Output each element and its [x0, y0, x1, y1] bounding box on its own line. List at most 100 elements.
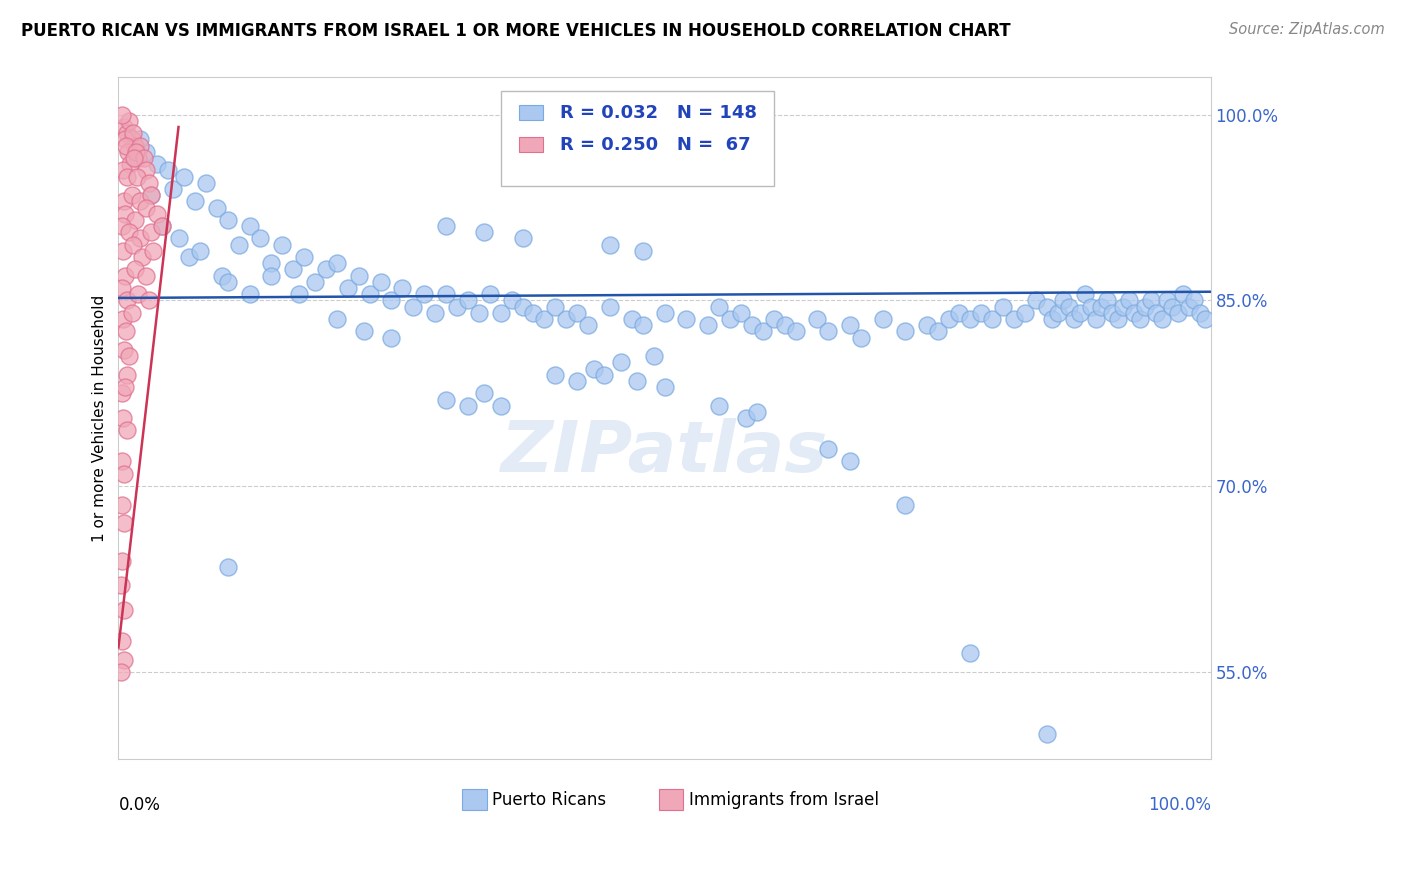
Point [173, 169, 195, 184]
Point [129, 132, 152, 146]
Point [959, 647, 981, 661]
Point [1178, 300, 1201, 314]
Text: 100.0%: 100.0% [1147, 797, 1211, 814]
Point [522, 306, 544, 320]
Point [1014, 306, 1036, 320]
FancyBboxPatch shape [659, 789, 683, 810]
Point [121, 237, 143, 252]
Point [141, 188, 163, 202]
Point [915, 318, 938, 333]
Point [150, 219, 173, 233]
Point [145, 157, 167, 171]
Point [112, 467, 135, 481]
Point [304, 275, 326, 289]
Point [1046, 306, 1069, 320]
Point [380, 293, 402, 308]
Point [124, 138, 146, 153]
Point [336, 281, 359, 295]
Point [150, 219, 173, 233]
Point [114, 132, 136, 146]
Point [217, 213, 239, 227]
Point [981, 312, 1004, 326]
FancyBboxPatch shape [463, 789, 486, 810]
Point [122, 151, 145, 165]
Point [111, 553, 134, 567]
FancyBboxPatch shape [519, 137, 543, 153]
Point [512, 231, 534, 245]
Point [1129, 312, 1152, 326]
Point [544, 368, 567, 382]
Point [773, 318, 796, 333]
Point [1133, 300, 1156, 314]
Point [111, 219, 134, 233]
Point [1040, 312, 1063, 326]
Point [111, 411, 134, 425]
Point [112, 603, 135, 617]
Point [111, 163, 134, 178]
Point [115, 293, 138, 308]
Point [111, 634, 134, 648]
Point [132, 151, 155, 165]
Point [593, 368, 616, 382]
Point [238, 287, 260, 301]
Point [567, 374, 589, 388]
Point [675, 312, 697, 326]
Point [1194, 312, 1216, 326]
Point [111, 454, 134, 468]
Point [599, 237, 621, 252]
Point [141, 225, 163, 239]
Point [457, 399, 479, 413]
Text: ZIPatlas: ZIPatlas [501, 417, 828, 487]
Point [129, 194, 152, 209]
Point [167, 231, 190, 245]
Point [582, 361, 605, 376]
Point [817, 325, 839, 339]
Point [1025, 293, 1047, 308]
Point [489, 399, 512, 413]
Point [238, 219, 260, 233]
Point [533, 312, 555, 326]
Point [1173, 287, 1195, 301]
Text: Source: ZipAtlas.com: Source: ZipAtlas.com [1229, 22, 1385, 37]
Text: PUERTO RICAN VS IMMIGRANTS FROM ISRAEL 1 OR MORE VEHICLES IN HOUSEHOLD CORRELATI: PUERTO RICAN VS IMMIGRANTS FROM ISRAEL 1… [21, 22, 1011, 40]
Point [959, 312, 981, 326]
Point [115, 126, 138, 140]
Point [1150, 312, 1173, 326]
Point [1107, 312, 1129, 326]
FancyBboxPatch shape [519, 105, 543, 120]
Point [457, 293, 479, 308]
Point [1052, 293, 1074, 308]
Point [115, 138, 138, 153]
Point [217, 275, 239, 289]
Point [127, 287, 149, 301]
Point [326, 312, 349, 326]
Point [631, 318, 654, 333]
Point [626, 374, 648, 388]
Point [707, 399, 730, 413]
Point [135, 201, 157, 215]
Point [762, 312, 785, 326]
Point [747, 405, 769, 419]
Point [347, 268, 370, 283]
Point [145, 207, 167, 221]
Point [142, 244, 165, 258]
Point [125, 169, 148, 184]
Point [894, 498, 917, 512]
Point [114, 207, 136, 221]
Point [205, 201, 228, 215]
Point [1090, 300, 1112, 314]
Point [260, 256, 283, 270]
Point [938, 312, 960, 326]
Point [806, 312, 828, 326]
Point [610, 355, 633, 369]
Point [115, 325, 138, 339]
Point [1002, 312, 1025, 326]
Point [124, 151, 146, 165]
Point [599, 300, 621, 314]
Text: Puerto Ricans: Puerto Ricans [492, 790, 606, 809]
Point [117, 145, 139, 159]
Point [135, 268, 157, 283]
Point [135, 145, 157, 159]
Point [970, 306, 993, 320]
Point [135, 163, 157, 178]
